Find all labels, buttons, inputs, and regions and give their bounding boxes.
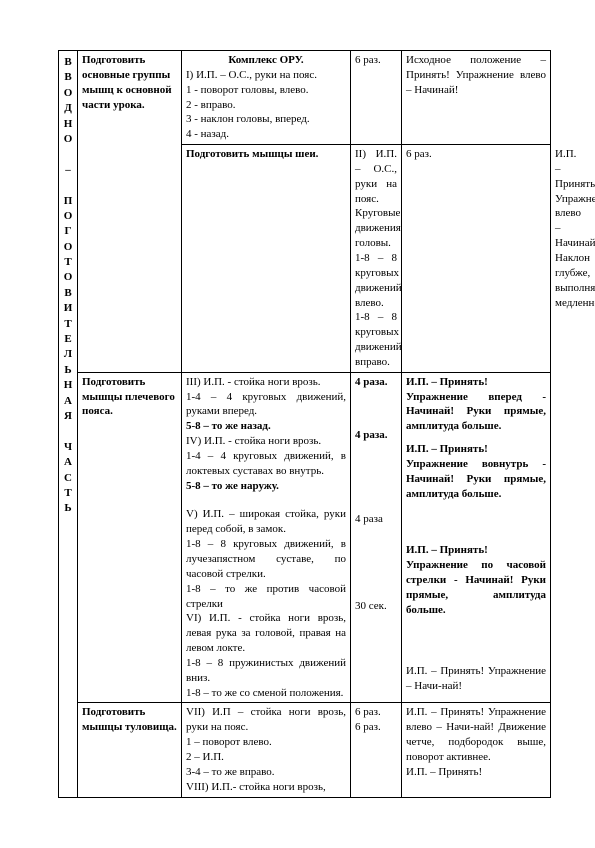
title-cell: Комплекс ОРУ. I) И.П. – О.С., руки на по…: [182, 51, 351, 145]
vertical-section-label: ВВОДНО – ПОГОТОВИТЕЛЬНАЯ ЧАСТЬ: [59, 51, 78, 798]
exercise-cell: II) И.П. – О.С., руки на пояс. Круговые …: [351, 145, 402, 373]
table-row: Подготовить мышцы туловища. VII) И.П – с…: [59, 703, 551, 797]
goal-cell: Подготовить мышцы плечевого пояса.: [78, 372, 182, 703]
dose-cell: 4 раза. 4 раза. 4 раза 30 сек.: [351, 372, 402, 703]
exercise-cell: III) И.П. - стойка ноги врозь.1-4 – 4 кр…: [182, 372, 351, 703]
table-row: Подготовить мышцы плечевого пояса. III) …: [59, 372, 551, 703]
goal-text: Подготовить мышцы туловища.: [82, 706, 177, 733]
note-text: Исходное положение – Принять! Упражнение…: [406, 53, 546, 98]
row-header: ВВОДНО – ПОГОТОВИТЕЛЬНАЯ ЧАСТЬ Подготови…: [59, 51, 551, 145]
dose-text: 6 раз.: [355, 54, 381, 66]
dose-text: 4 раза.: [355, 376, 388, 388]
complex-title: Комплекс ОРУ.: [186, 53, 346, 68]
dose-text: 6 раз.: [406, 148, 432, 160]
goal-text: Подготовить основные группы мышц к основ…: [82, 54, 172, 111]
goal-cell: Подготовить основные группы мышц к основ…: [78, 51, 182, 373]
dose-cell: 6 раз.: [351, 51, 402, 145]
exercise-text: I) И.П. – О.С., руки на пояс.1 - поворот…: [186, 68, 346, 142]
goal-text: Подготовить мышцы шеи.: [186, 148, 318, 160]
dose-text: 30 сек.: [355, 600, 387, 612]
dose-text: 4 раза.: [355, 429, 388, 441]
goal-cell: Подготовить мышцы туловища.: [78, 703, 182, 797]
goal-text: Подготовить мышцы плечевого пояса.: [82, 376, 175, 418]
dose-cell: 6 раз.6 раз.: [351, 703, 402, 797]
exercise-cell: VII) И.П – стойка ноги врозь, руки на по…: [182, 703, 351, 797]
lesson-table: ВВОДНО – ПОГОТОВИТЕЛЬНАЯ ЧАСТЬ Подготови…: [58, 50, 551, 798]
bold-line: 5-8 – то же назад.: [186, 419, 346, 434]
dose-cell: 6 раз.: [402, 145, 551, 373]
goal-cell: Подготовить мышцы шеи.: [182, 145, 351, 373]
dose-text: 4 раза: [355, 513, 383, 525]
note-cell: И.П. – Принять!Упражнение вперед - Начин…: [402, 372, 551, 703]
note-cell: И.П. – Принять! Упражнение влево – Начи-…: [402, 703, 551, 797]
page: ВВОДНО – ПОГОТОВИТЕЛЬНАЯ ЧАСТЬ Подготови…: [0, 0, 595, 848]
note-cell: Исходное положение – Принять! Упражнение…: [402, 51, 551, 145]
bold-line: 5-8 – то же наружу.: [186, 479, 346, 494]
